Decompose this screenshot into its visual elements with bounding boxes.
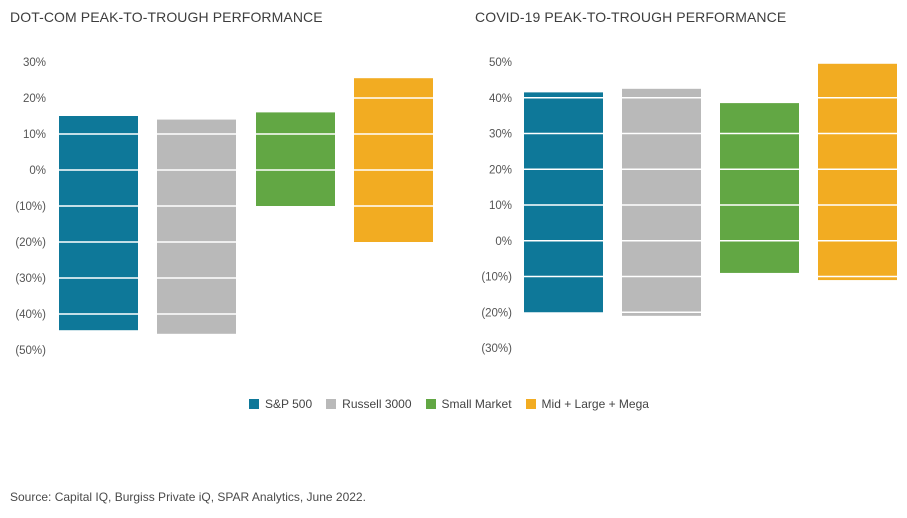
covid-y-tick-label: 30% [489, 129, 512, 141]
legend-item-mid-large-mega: Mid + Large + Mega [525, 397, 649, 411]
covid-y-tick-label: (30%) [481, 343, 512, 355]
covid-bar-1 [622, 88, 701, 316]
covid-y-tick-label: 0% [495, 236, 512, 248]
chart-title-dotcom: DOT-COM PEAK-TO-TROUGH PERFORMANCE [10, 9, 323, 25]
legend-label-mid-large-mega: Mid + Large + Mega [541, 397, 649, 411]
dotcom-bar-1 [157, 119, 236, 334]
covid-y-tick-label: (10%) [481, 272, 512, 284]
chart-title-covid: COVID-19 PEAK-TO-TROUGH PERFORMANCE [475, 9, 787, 25]
covid-y-tick-label: 10% [489, 200, 512, 212]
dotcom-bar-3 [354, 78, 433, 242]
legend-label-sp500: S&P 500 [265, 397, 313, 411]
legend-swatch-russell3000 [326, 399, 337, 409]
covid-bar-0 [524, 92, 603, 313]
legend-item-russell3000: Russell 3000 [326, 397, 412, 411]
dotcom-y-tick-label: (50%) [15, 345, 46, 357]
dotcom-y-tick-label: 20% [23, 93, 46, 105]
covid-y-tick-label: 40% [489, 93, 512, 105]
legend-swatch-mid-large-mega [525, 399, 536, 409]
legend: S&P 500 Russell 3000 Small Market Mid + … [249, 397, 663, 411]
dotcom-y-tick-label: (40%) [15, 309, 46, 321]
covid-y-tick-label: 50% [489, 57, 512, 69]
source-note: Source: Capital IQ, Burgiss Private iQ, … [10, 490, 366, 504]
dotcom-y-tick-label: (20%) [15, 237, 46, 249]
dotcom-y-tick-label: (30%) [15, 273, 46, 285]
covid-y-tick-label: 20% [489, 164, 512, 176]
covid-y-tick-label: (20%) [481, 307, 512, 319]
dotcom-y-tick-label: 0% [29, 165, 46, 177]
legend-item-small-market: Small Market [425, 397, 512, 411]
legend-swatch-small-market [425, 399, 436, 409]
covid-bar-3 [818, 63, 897, 281]
legend-item-sp500: S&P 500 [249, 397, 312, 411]
dotcom-y-tick-label: 10% [23, 129, 46, 141]
dotcom-y-tick-label: (10%) [15, 201, 46, 213]
dotcom-y-tick-label: 30% [23, 57, 46, 69]
legend-label-small-market: Small Market [441, 397, 512, 411]
dotcom-bar-0 [59, 116, 138, 331]
legend-label-russell3000: Russell 3000 [342, 397, 412, 411]
dotcom-bar-2 [256, 112, 335, 206]
covid-bar-2 [720, 103, 799, 273]
legend-swatch-sp500 [249, 399, 259, 409]
